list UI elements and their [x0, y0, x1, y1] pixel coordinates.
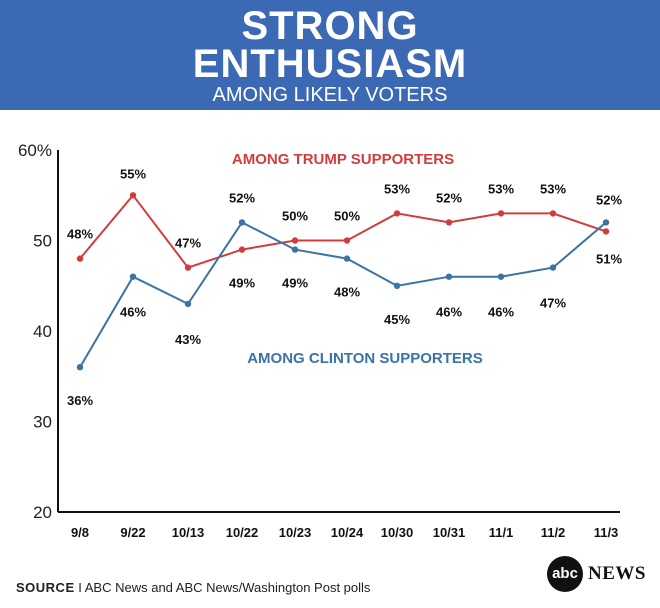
- trump-data-point: [291, 237, 299, 244]
- x-tick-label: 11/2: [541, 525, 566, 540]
- trump-series-label: AMONG TRUMP SUPPORTERS: [232, 151, 454, 168]
- trump-data-label: 48%: [67, 227, 93, 242]
- trump-data-label: 53%: [384, 181, 410, 196]
- x-tick-label: 10/23: [279, 525, 312, 540]
- x-tick-label: 9/8: [71, 525, 89, 540]
- clinton-data-label: 46%: [488, 305, 514, 320]
- trump-data-point: [549, 210, 557, 217]
- clinton-data-point: [184, 300, 192, 308]
- x-tick-label: 10/22: [226, 525, 259, 540]
- clinton-data-point: [497, 273, 505, 280]
- clinton-data-point: [549, 264, 557, 271]
- trump-data-label: 53%: [540, 181, 566, 196]
- trump-data-label: 50%: [282, 209, 308, 224]
- trump-data-point: [445, 219, 453, 226]
- trump-data-label: 51%: [596, 251, 622, 266]
- clinton-data-label: 36%: [67, 393, 93, 408]
- source-label: SOURCE: [16, 580, 75, 595]
- clinton-data-label: 46%: [120, 305, 146, 320]
- x-tick-label: 9/22: [120, 525, 145, 540]
- clinton-data-label: 52%: [596, 192, 622, 207]
- chart-subtitle: AMONG LIKELY VOTERS: [212, 84, 448, 106]
- trump-data-point: [393, 210, 401, 217]
- x-tick-label: 10/24: [331, 525, 364, 540]
- line-chart: 20 30 40 50 60% 9/8 9/22 10/13 10/22 10/23 10/24 10…: [18, 141, 622, 540]
- source-text: I ABC News and ABC News/Washington Post …: [78, 580, 371, 595]
- trump-data-label: 47%: [175, 236, 201, 251]
- x-tick-label: 10/13: [172, 525, 205, 540]
- x-tick-label: 10/31: [433, 525, 466, 540]
- x-tick-label: 10/30: [381, 525, 414, 540]
- trump-data-label: 52%: [436, 190, 462, 205]
- clinton-data-label: 43%: [175, 332, 201, 347]
- trump-data-label: 49%: [229, 276, 255, 291]
- clinton-data-label: 48%: [334, 285, 360, 300]
- clinton-data-point: [602, 219, 610, 226]
- clinton-data-point: [129, 273, 137, 280]
- clinton-data-label: 46%: [436, 305, 462, 320]
- clinton-data-label: 49%: [282, 276, 308, 291]
- trump-data-point: [497, 210, 505, 217]
- header-banner: STRONG ENTHUSIASM AMONG LIKELY VOTERS: [0, 0, 660, 110]
- trump-data-point: [129, 192, 137, 199]
- source-note: SOURCE I ABC News and ABC News/Washingto…: [16, 580, 370, 595]
- x-tick-label: 11/3: [594, 525, 619, 540]
- clinton-data-point: [238, 219, 246, 226]
- clinton-data-point: [445, 273, 453, 280]
- y-tick-label: 40: [33, 322, 52, 341]
- abc-logo: abc: [547, 556, 583, 592]
- clinton-data-label: 47%: [540, 296, 566, 311]
- chart-title-line2: ENTHUSIASM: [192, 42, 468, 86]
- y-tick-label: 20: [33, 503, 52, 522]
- trump-data-point: [238, 246, 246, 253]
- clinton-data-point: [76, 364, 84, 371]
- trump-data-label: 50%: [334, 209, 360, 224]
- y-tick-label: 30: [33, 413, 52, 432]
- clinton-data-label: 52%: [229, 190, 255, 205]
- chart-title-line1: STRONG: [241, 4, 419, 48]
- trump-data-label: 53%: [488, 181, 514, 196]
- clinton-data-point: [343, 255, 351, 262]
- y-tick-label: 50: [33, 232, 52, 251]
- trump-data-point: [184, 264, 192, 271]
- trump-series-line: [79, 193, 607, 269]
- x-tick-label: 11/1: [489, 525, 514, 540]
- news-wordmark: NEWS: [588, 563, 646, 584]
- y-tick-label: 60%: [18, 141, 52, 160]
- clinton-data-point: [291, 246, 299, 253]
- clinton-data-label: 45%: [384, 312, 410, 327]
- trump-data-point: [76, 255, 84, 262]
- trump-data-label: 55%: [120, 166, 146, 181]
- trump-data-point: [602, 228, 610, 235]
- trump-data-point: [343, 237, 351, 244]
- clinton-series-label: AMONG CLINTON SUPPORTERS: [247, 350, 483, 367]
- clinton-data-point: [393, 282, 401, 289]
